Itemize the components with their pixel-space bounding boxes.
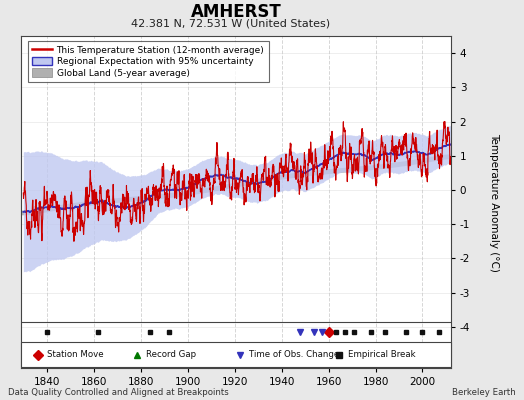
Text: Data Quality Controlled and Aligned at Breakpoints: Data Quality Controlled and Aligned at B…: [8, 388, 228, 397]
Text: 42.381 N, 72.531 W (United States): 42.381 N, 72.531 W (United States): [131, 18, 330, 28]
Y-axis label: Temperature Anomaly (°C): Temperature Anomaly (°C): [489, 132, 499, 272]
Text: Berkeley Earth: Berkeley Earth: [452, 388, 516, 397]
Legend: This Temperature Station (12-month average), Regional Expectation with 95% uncer: This Temperature Station (12-month avera…: [28, 41, 269, 82]
Title: AMHERST: AMHERST: [190, 2, 281, 20]
Text: Record Gap: Record Gap: [146, 350, 195, 359]
Bar: [21, 342, 451, 367]
Text: Empirical Break: Empirical Break: [347, 350, 415, 359]
Text: Time of Obs. Change: Time of Obs. Change: [249, 350, 339, 359]
Text: Station Move: Station Move: [47, 350, 103, 359]
